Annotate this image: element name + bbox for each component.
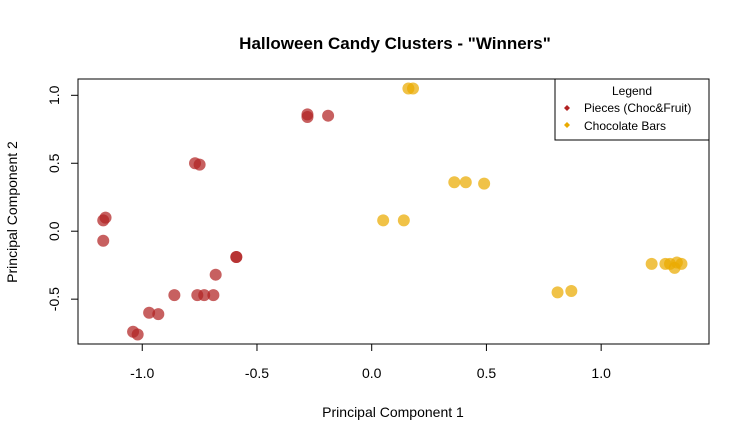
data-point-pieces-choc-fruit: [322, 109, 335, 122]
y-tick-label: -0.5: [46, 287, 62, 311]
data-point-chocolate-bars: [565, 285, 578, 297]
data-point-chocolate-bars: [675, 257, 688, 270]
x-tick-label: 0.5: [477, 365, 497, 381]
legend-box: [554, 78, 710, 141]
x-tick-label: -0.5: [245, 365, 269, 381]
data-point-chocolate-bars: [645, 257, 658, 270]
data-point-pieces-choc-fruit: [152, 308, 165, 321]
data-point-pieces-choc-fruit: [99, 211, 112, 224]
data-point-pieces-choc-fruit: [209, 268, 222, 281]
data-point-pieces-choc-fruit: [198, 289, 211, 302]
legend-title: Legend: [612, 84, 652, 98]
data-point-pieces-choc-fruit: [301, 108, 314, 121]
x-axis: -1.0 -0.5 0.0 0.5 1.0: [130, 343, 611, 381]
y-tick-label: 1.0: [46, 85, 62, 105]
data-point-chocolate-bars: [551, 286, 564, 299]
legend-marker-chocolate-bars: [564, 122, 570, 128]
y-tick-label: 0.0: [46, 221, 62, 241]
y-tick-label: 0.5: [46, 153, 62, 173]
data-points: [97, 82, 688, 341]
legend-marker-pieces: [564, 105, 570, 111]
x-tick-label: 0.0: [362, 365, 382, 381]
x-tick-label: 1.0: [591, 365, 611, 381]
data-point-chocolate-bars: [377, 214, 390, 227]
data-point-chocolate-bars: [407, 82, 420, 95]
legend: Legend Pieces (Choc&Fruit) Chocolate Bar…: [554, 78, 710, 141]
data-point-pieces-choc-fruit: [168, 289, 181, 302]
data-point-pieces-choc-fruit: [207, 289, 220, 302]
data-point-pieces-choc-fruit: [97, 234, 110, 247]
legend-label-pieces: Pieces (Choc&Fruit): [584, 101, 691, 115]
data-point-pieces-choc-fruit: [143, 306, 156, 319]
data-point-pieces-choc-fruit: [131, 328, 144, 341]
data-point-chocolate-bars: [397, 214, 410, 227]
data-point-pieces-choc-fruit: [230, 251, 243, 264]
chart-title: Halloween Candy Clusters - "Winners": [239, 34, 551, 53]
x-axis-label: Principal Component 1: [322, 404, 464, 420]
y-axis-label: Principal Component 2: [4, 141, 20, 283]
data-point-chocolate-bars: [478, 177, 491, 190]
data-point-chocolate-bars: [448, 176, 461, 189]
x-tick-label: -1.0: [130, 365, 154, 381]
y-axis: -0.5 0.0 0.5 1.0: [46, 85, 79, 311]
data-point-chocolate-bars: [459, 176, 472, 189]
legend-label-chocolate-bars: Chocolate Bars: [584, 119, 666, 133]
data-point-pieces-choc-fruit: [193, 158, 206, 171]
